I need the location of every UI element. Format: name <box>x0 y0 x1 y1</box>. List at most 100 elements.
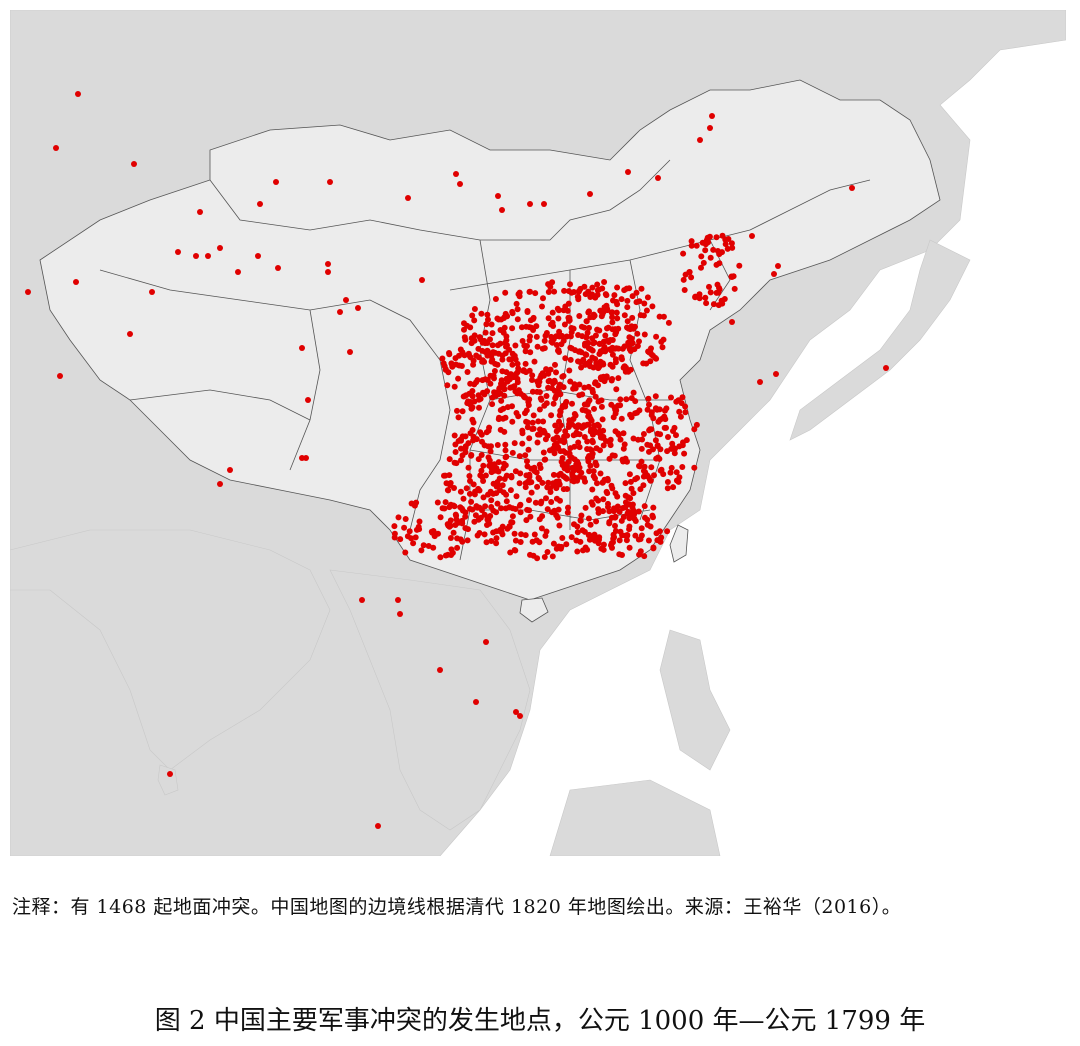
conflict-point <box>522 532 529 539</box>
conflict-point <box>527 513 534 520</box>
conflict-point <box>517 501 524 508</box>
conflict-point <box>614 493 621 500</box>
conflict-point <box>586 358 593 365</box>
conflict-point <box>461 320 467 327</box>
conflict-point <box>410 540 417 547</box>
conflict-point <box>542 456 549 463</box>
conflict-point <box>479 474 486 480</box>
conflict-point <box>602 332 609 339</box>
conflict-point <box>566 367 573 374</box>
conflict-point <box>600 546 607 553</box>
conflict-point <box>495 416 502 423</box>
conflict-point <box>641 300 648 307</box>
conflict-point <box>698 264 704 271</box>
conflict-point <box>477 336 484 343</box>
conflict-point <box>585 515 592 522</box>
conflict-point <box>434 499 441 506</box>
indochina <box>329 569 531 831</box>
conflict-point <box>577 359 584 366</box>
conflict-point <box>652 393 659 400</box>
conflict-point <box>545 315 552 322</box>
conflict-point <box>572 412 579 419</box>
conflict-point <box>604 337 611 344</box>
conflict-point <box>641 331 648 338</box>
conflict-point <box>73 279 79 285</box>
conflict-point <box>545 479 552 486</box>
conflict-point <box>75 91 81 97</box>
conflict-point <box>555 506 562 513</box>
conflict-point <box>478 467 485 474</box>
conflict-point <box>650 504 657 511</box>
conflict-point <box>668 464 675 471</box>
conflict-point <box>724 245 731 252</box>
conflict-point <box>565 504 571 511</box>
conflict-point <box>546 377 553 384</box>
conflict-point <box>610 414 617 421</box>
conflict-point <box>493 535 500 542</box>
conflict-point <box>608 377 615 384</box>
conflict-point <box>626 501 632 508</box>
conflict-point <box>564 509 571 516</box>
conflict-point <box>535 418 542 425</box>
conflict-point <box>496 475 503 482</box>
conflict-point <box>728 240 735 247</box>
conflict-point <box>590 468 597 475</box>
conflict-point <box>595 540 602 547</box>
conflict-point <box>638 458 645 465</box>
hainan <box>519 597 549 623</box>
conflict-point <box>707 254 714 261</box>
conflict-point <box>586 468 593 475</box>
conflict-point <box>679 464 686 470</box>
conflict-point <box>612 528 619 534</box>
conflict-point <box>570 432 577 439</box>
conflict-point <box>583 351 590 358</box>
conflict-point <box>524 419 531 426</box>
conflict-point <box>462 336 469 343</box>
conflict-point <box>552 422 559 429</box>
conflict-point <box>530 412 537 419</box>
conflict-point <box>554 443 561 450</box>
conflict-point <box>473 503 480 510</box>
conflict-point <box>526 507 533 514</box>
conflict-point <box>470 419 477 426</box>
conflict-point <box>554 434 561 441</box>
conflict-point <box>604 325 610 332</box>
conflict-point <box>537 500 544 507</box>
conflict-point <box>402 549 409 556</box>
conflict-point <box>567 356 574 363</box>
conflict-point <box>599 311 606 318</box>
conflict-point <box>437 554 444 561</box>
conflict-point <box>641 553 648 560</box>
conflict-point <box>651 472 657 479</box>
conflict-point <box>563 541 570 548</box>
conflict-point <box>513 410 520 416</box>
conflict-point <box>561 321 568 328</box>
conflict-point <box>560 486 567 493</box>
conflict-point <box>645 395 652 402</box>
conflict-point <box>527 551 533 558</box>
conflict-point <box>506 375 512 382</box>
conflict-point <box>465 350 472 357</box>
conflict-point <box>568 329 575 336</box>
conflict-point <box>680 276 687 283</box>
conflict-point <box>707 289 714 296</box>
conflict-point <box>673 477 680 484</box>
conflict-point <box>479 377 486 384</box>
conflict-point <box>562 355 569 362</box>
conflict-point <box>710 246 717 253</box>
conflict-point <box>634 330 641 337</box>
conflict-point <box>594 480 600 487</box>
conflict-point <box>681 287 688 293</box>
conflict-point <box>648 412 655 419</box>
conflict-point <box>299 345 305 351</box>
conflict-point <box>773 371 779 377</box>
conflict-point <box>636 551 643 558</box>
conflict-point <box>563 475 570 482</box>
conflict-point <box>617 436 624 443</box>
conflict-points <box>25 91 889 829</box>
conflict-point <box>647 348 654 355</box>
conflict-point <box>575 439 582 446</box>
conflict-point <box>581 324 588 331</box>
conflict-point <box>512 356 519 363</box>
conflict-point <box>648 426 655 433</box>
